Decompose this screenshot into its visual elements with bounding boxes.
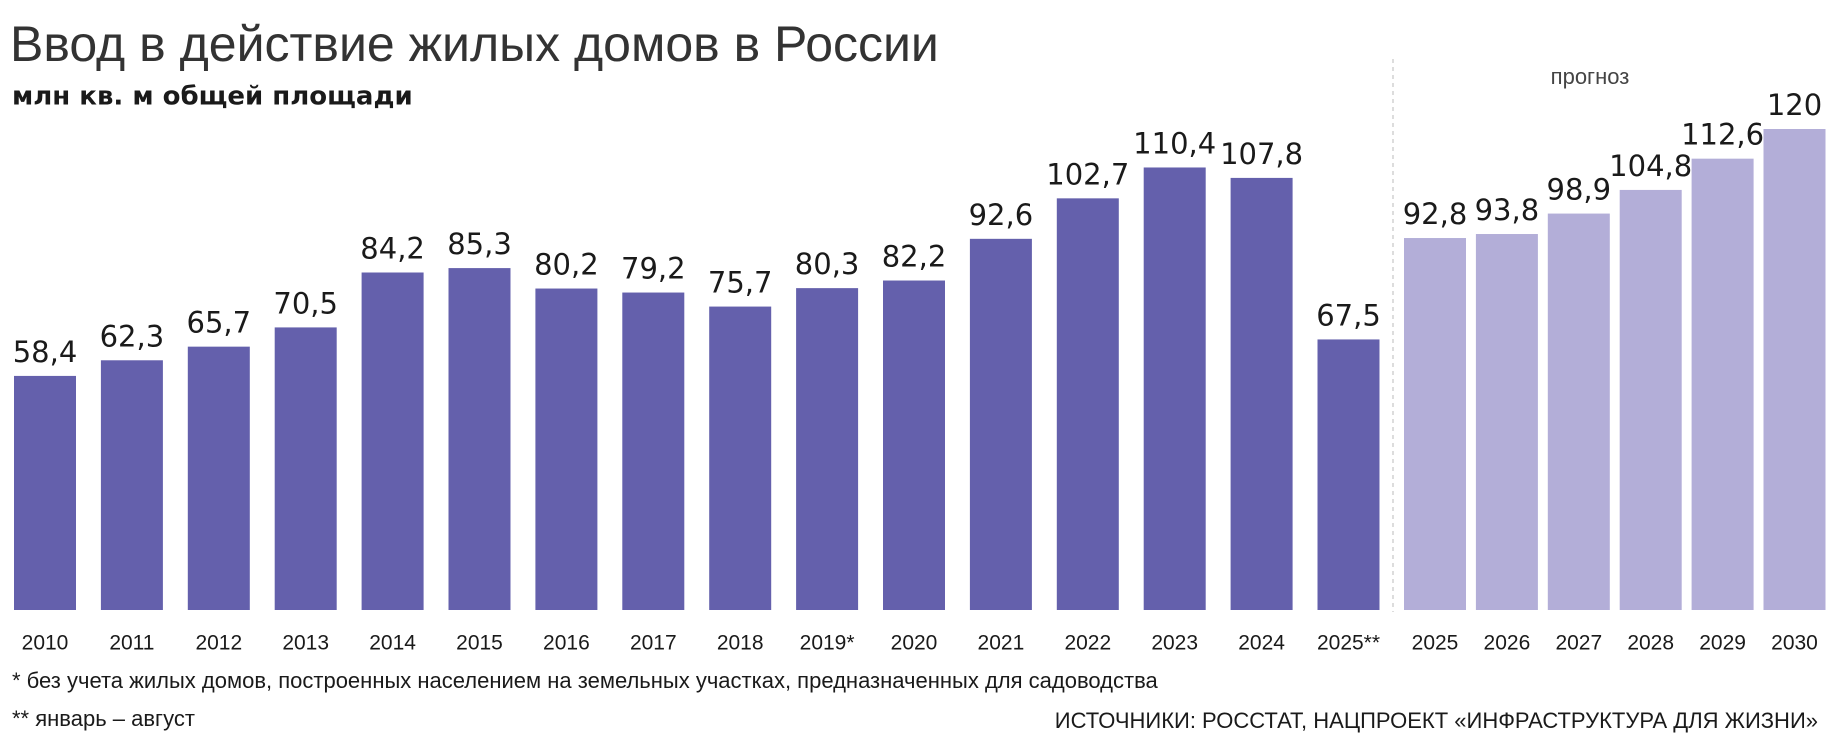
value-label: 110,4: [1133, 126, 1216, 160]
value-label: 98,9: [1547, 173, 1612, 207]
footnote: ** январь – август: [12, 706, 195, 731]
bar: [709, 306, 772, 610]
value-label: 92,8: [1403, 197, 1468, 231]
value-label: 62,3: [100, 319, 165, 353]
bar: [535, 288, 598, 610]
value-label: 112,6: [1681, 118, 1764, 152]
bar: [187, 346, 250, 610]
value-label: 75,7: [708, 266, 773, 300]
x-tick-label: 2011: [109, 632, 154, 655]
value-label: 120: [1767, 88, 1822, 122]
x-tick-label: 2026: [1484, 632, 1531, 655]
value-label: 102,7: [1046, 157, 1129, 191]
value-label: 80,2: [534, 248, 599, 282]
x-tick-label: 2022: [1064, 632, 1111, 655]
x-tick-label: 2010: [22, 632, 69, 655]
value-label: 80,3: [795, 247, 860, 281]
x-tick-label: 2012: [195, 632, 242, 655]
bar: [100, 360, 163, 610]
bar: [883, 280, 945, 610]
value-label: 92,6: [969, 198, 1034, 232]
value-label: 67,5: [1316, 298, 1381, 332]
bar: [1475, 234, 1538, 611]
x-tick-label: 2013: [282, 632, 329, 655]
x-tick-label: 2029: [1699, 632, 1746, 655]
bar: [1404, 238, 1466, 610]
value-label: 82,2: [882, 240, 947, 274]
bar: [969, 238, 1032, 610]
bar: [796, 288, 859, 610]
bar: [274, 327, 337, 610]
footnote: * без учета жилых домов, построенных нас…: [12, 668, 1159, 693]
x-tick-label: 2030: [1771, 632, 1818, 655]
bar: [1547, 213, 1610, 610]
value-label: 104,8: [1609, 149, 1692, 183]
bar: [1143, 167, 1206, 611]
value-label: 58,4: [13, 335, 78, 369]
x-tick-label: 2021: [978, 632, 1025, 655]
x-tick-label: 2023: [1151, 632, 1198, 655]
x-tick-label: 2016: [543, 632, 590, 655]
value-label: 70,5: [273, 286, 338, 320]
bar: [14, 375, 76, 610]
x-tick-label: 2017: [630, 632, 677, 655]
bar: [1619, 189, 1682, 610]
bar: [1056, 198, 1119, 610]
bar: [361, 272, 424, 610]
bar: [448, 268, 511, 610]
chart-title: Ввод в действие жилых домов в России: [10, 16, 939, 72]
bar: [1763, 129, 1826, 610]
value-label: 84,2: [360, 231, 425, 265]
value-label: 107,8: [1220, 137, 1303, 171]
value-label: 85,3: [447, 227, 512, 261]
bar: [1691, 158, 1754, 610]
x-tick-label: 2025**: [1317, 632, 1380, 655]
value-label: 79,2: [621, 252, 686, 286]
x-tick-label: 2024: [1238, 632, 1285, 655]
value-label: 65,7: [187, 306, 252, 340]
source: ИСТОЧНИКИ: РОССТАТ, НАЦПРОЕКТ «ИНФРАСТРУ…: [1055, 708, 1818, 733]
x-tick-label: 2027: [1555, 632, 1602, 655]
x-tick-label: 2020: [891, 632, 938, 655]
x-tick-label: 2019*: [800, 632, 855, 655]
x-tick-label: 2014: [369, 632, 416, 655]
bar: [1317, 339, 1380, 610]
forecast-label: прогноз: [1551, 64, 1630, 89]
x-tick-label: 2015: [456, 632, 503, 655]
value-label: 93,8: [1475, 193, 1540, 227]
chart-subtitle: млн кв. м общей площади: [12, 82, 413, 112]
x-tick-label: 2028: [1627, 632, 1674, 655]
x-tick-label: 2025: [1412, 632, 1459, 655]
bar: [622, 292, 685, 610]
x-tick-label: 2018: [717, 632, 764, 655]
bar: [1230, 177, 1293, 610]
